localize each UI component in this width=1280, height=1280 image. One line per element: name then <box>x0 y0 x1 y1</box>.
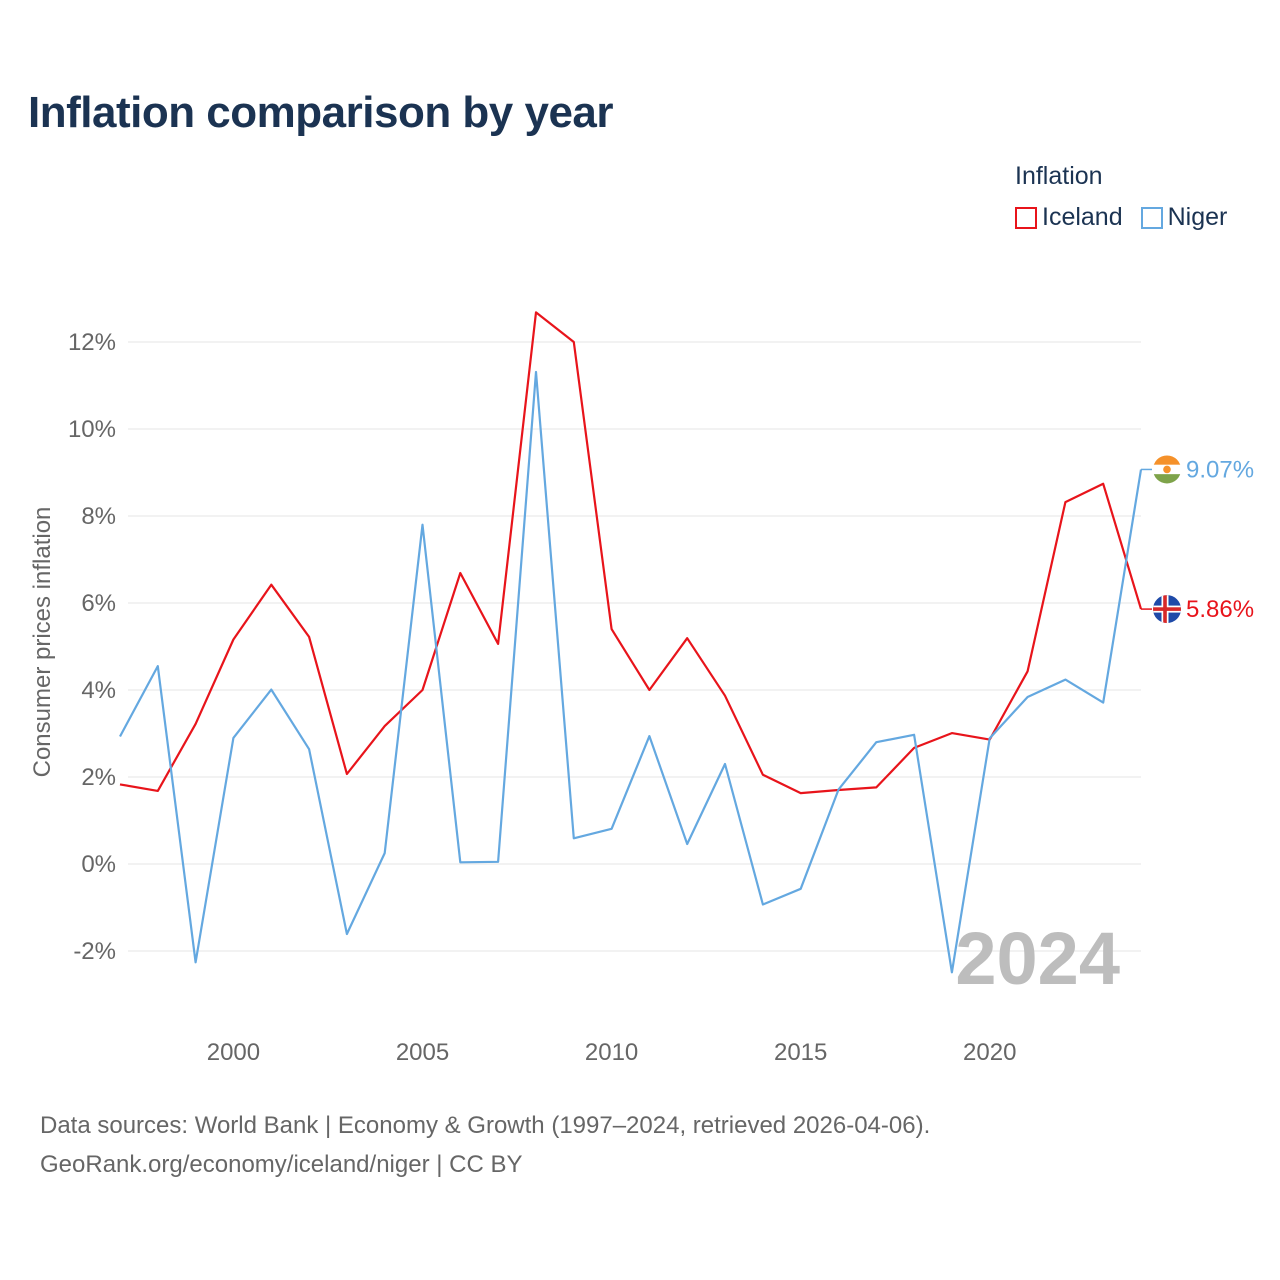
legend-swatch-niger <box>1140 206 1163 229</box>
legend-item-iceland[interactable]: Iceland <box>1015 203 1123 232</box>
legend-item-niger[interactable]: Niger <box>1140 203 1228 232</box>
x-axis-ticks: 2000 2005 2010 2015 2020 <box>207 1039 1017 1066</box>
source-note: Data sources: World Bank | Economy & Gro… <box>40 1106 930 1184</box>
x-tick-label: 2015 <box>774 1039 827 1066</box>
series-line-iceland[interactable] <box>119 311 1143 795</box>
legend-label-niger: Niger <box>1167 203 1228 231</box>
end-value-iceland: 5.86% <box>1186 596 1254 623</box>
y-tick-label: 12% <box>68 329 116 356</box>
series-line-niger[interactable] <box>119 370 1143 974</box>
series-lines <box>119 311 1143 974</box>
end-value-niger: 9.07% <box>1186 456 1254 483</box>
y-tick-label: 2% <box>81 764 116 791</box>
legend: Inflation Iceland Niger <box>1015 162 1227 232</box>
y-tick-label: 10% <box>68 416 116 443</box>
line-chart: 2024 -2% 0% 2% 4% 6% 8% 10% 12% 2000 2005 2010 201… <box>29 311 1254 1066</box>
end-labels: 5.86% 9.07% <box>1141 455 1254 624</box>
legend-title: Inflation <box>1015 162 1103 190</box>
niger-flag-icon <box>1153 455 1181 484</box>
x-tick-label: 2005 <box>396 1039 449 1066</box>
year-watermark: 2024 <box>955 917 1120 1000</box>
y-tick-label: 4% <box>81 677 116 704</box>
y-axis-ticks: -2% 0% 2% 4% 6% 8% 10% 12% <box>68 329 116 965</box>
grid-lines <box>128 341 1141 952</box>
source-line-2[interactable]: GeoRank.org/economy/iceland/niger | CC B… <box>40 1151 523 1178</box>
x-tick-label: 2020 <box>963 1039 1016 1066</box>
legend-label-iceland: Iceland <box>1042 203 1123 231</box>
y-tick-label: 6% <box>81 590 116 617</box>
x-tick-label: 2000 <box>207 1039 260 1066</box>
y-tick-label: 0% <box>81 851 116 878</box>
y-tick-label: -2% <box>73 938 116 965</box>
legend-swatch-iceland <box>1015 206 1037 229</box>
end-label-niger: 9.07% <box>1141 455 1254 484</box>
chart-title: Inflation comparison by year <box>28 88 614 137</box>
y-axis-label: Consumer prices inflation <box>29 507 56 778</box>
x-tick-label: 2010 <box>585 1039 638 1066</box>
end-label-iceland: 5.86% <box>1141 595 1254 624</box>
source-line-1: Data sources: World Bank | Economy & Gro… <box>40 1112 931 1139</box>
y-tick-label: 8% <box>81 503 116 530</box>
iceland-flag-icon <box>1153 595 1181 624</box>
